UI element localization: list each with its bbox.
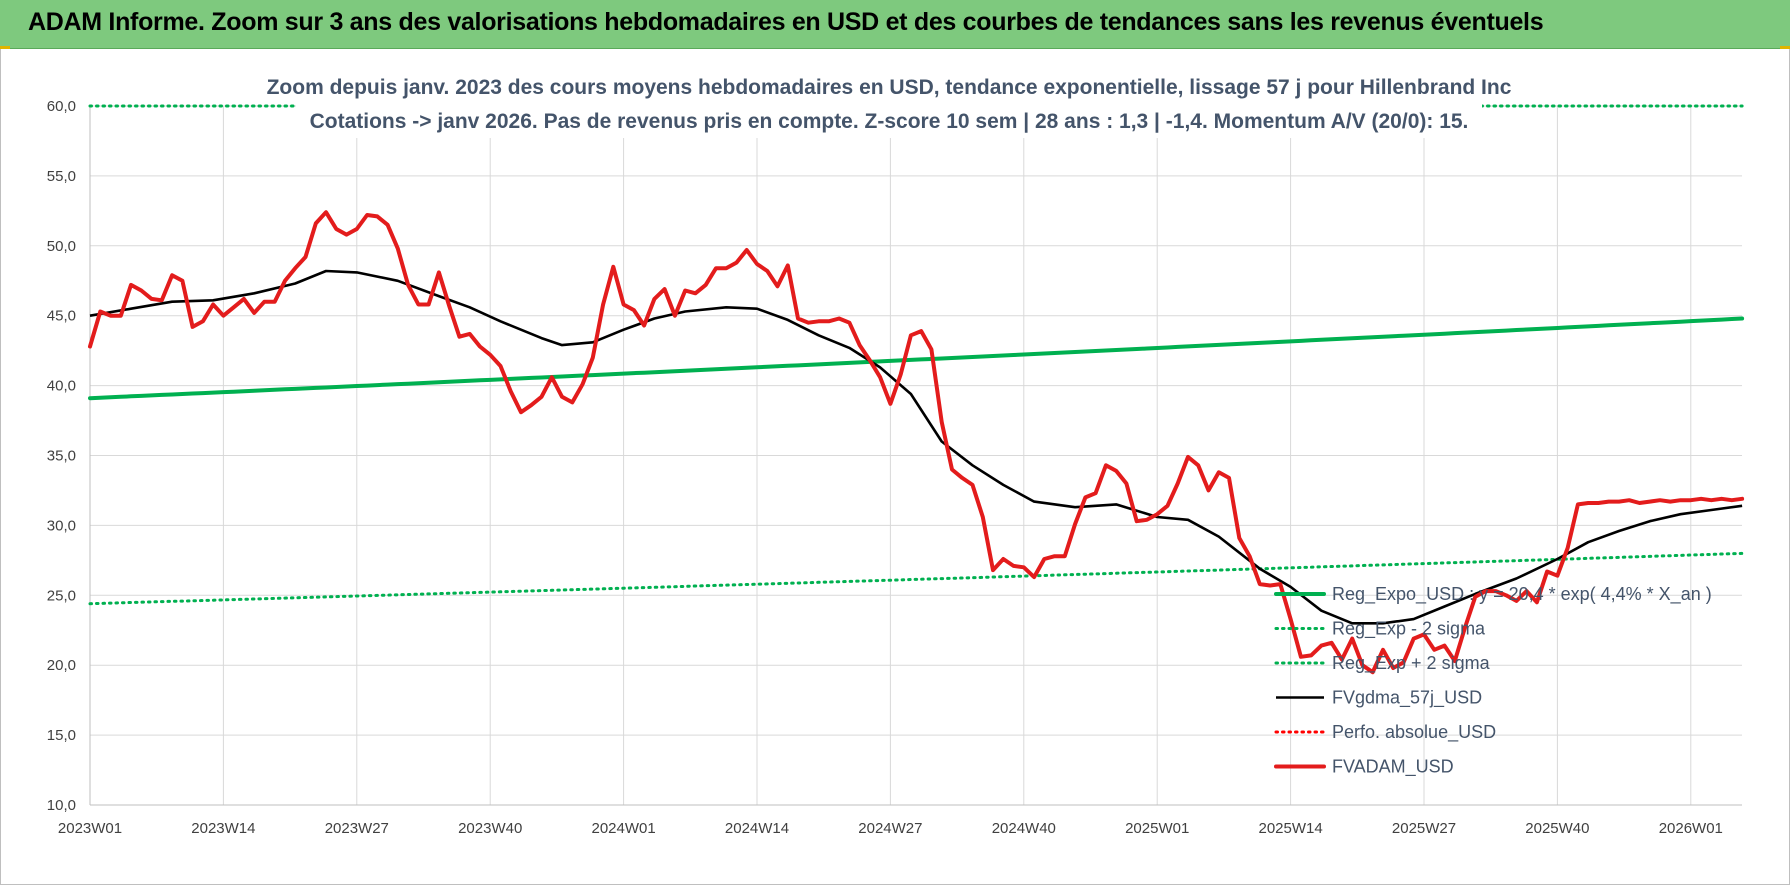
y-tick-label: 45,0 xyxy=(47,308,76,325)
fvgdma-57j-line xyxy=(89,269,1743,625)
reg-expo-line xyxy=(88,316,1745,401)
y-tick-label: 55,0 xyxy=(47,168,76,185)
y-tick-label: 60,0 xyxy=(47,98,76,115)
x-tick-label: 2023W14 xyxy=(191,820,255,837)
x-tick-label: 2024W14 xyxy=(725,820,789,837)
banner-title: ADAM Informe. Zoom sur 3 ans des valoris… xyxy=(28,8,1544,36)
x-tick-label: 2024W01 xyxy=(591,820,655,837)
y-tick-label: 35,0 xyxy=(47,448,76,465)
x-axis-ticks: 2023W01 2023W14 2023W27 2023W40 2024W01 2024W… xyxy=(58,820,1723,837)
chart-title-line2: Cotations -> janv 2026. Pas de revenus p… xyxy=(310,110,1469,133)
y-tick-label: 40,0 xyxy=(47,378,76,395)
y-tick-label: 15,0 xyxy=(47,727,76,744)
legend-label: FVADAM_USD xyxy=(1332,757,1454,778)
x-tick-label: 2023W01 xyxy=(58,820,122,837)
x-tick-label: 2025W40 xyxy=(1525,820,1589,837)
legend-label: Reg_Exp + 2 sigma xyxy=(1332,653,1491,674)
corner-mark-right xyxy=(1780,46,1790,49)
subtitle-background xyxy=(296,68,1482,138)
y-tick-label: 10,0 xyxy=(47,797,76,814)
y-tick-label: 50,0 xyxy=(47,238,76,255)
x-tick-label: 2024W40 xyxy=(992,820,1056,837)
chart-title-line1: Zoom depuis janv. 2023 des cours moyens … xyxy=(267,76,1512,99)
x-tick-label: 2025W14 xyxy=(1258,820,1322,837)
legend-label: Reg_Exp - 2 sigma xyxy=(1332,619,1486,640)
x-tick-label: 2025W27 xyxy=(1392,820,1456,837)
legend-label: Reg_Expo_USD : y = 20,4 * exp( 4,4% * X_… xyxy=(1332,584,1712,605)
corner-mark-left xyxy=(0,46,10,49)
y-tick-label: 20,0 xyxy=(47,657,76,674)
x-tick-label: 2025W01 xyxy=(1125,820,1189,837)
legend-label: FVgdma_57j_USD xyxy=(1332,688,1482,709)
legend: Reg_Expo_USD : y = 20,4 * exp( 4,4% * X_… xyxy=(1274,584,1712,778)
fvadam-line xyxy=(88,210,1745,675)
y-axis-ticks: 10,0 15,0 20,0 25,0 30,0 35,0 40,0 45,0 50,0 55,0… xyxy=(47,98,76,814)
y-tick-label: 30,0 xyxy=(47,517,76,534)
banner: ADAM Informe. Zoom sur 3 ans des valoris… xyxy=(0,0,1790,49)
grid-lines xyxy=(89,105,1742,806)
y-tick-label: 25,0 xyxy=(47,587,76,604)
legend-label: Perfo. absolue_USD xyxy=(1332,722,1496,743)
reg-exp-minus-2-sigma-line xyxy=(88,551,1744,606)
x-tick-label: 2024W27 xyxy=(858,820,922,837)
x-tick-label: 2023W40 xyxy=(458,820,522,837)
x-tick-label: 2026W01 xyxy=(1659,820,1723,837)
x-tick-label: 2023W27 xyxy=(325,820,389,837)
